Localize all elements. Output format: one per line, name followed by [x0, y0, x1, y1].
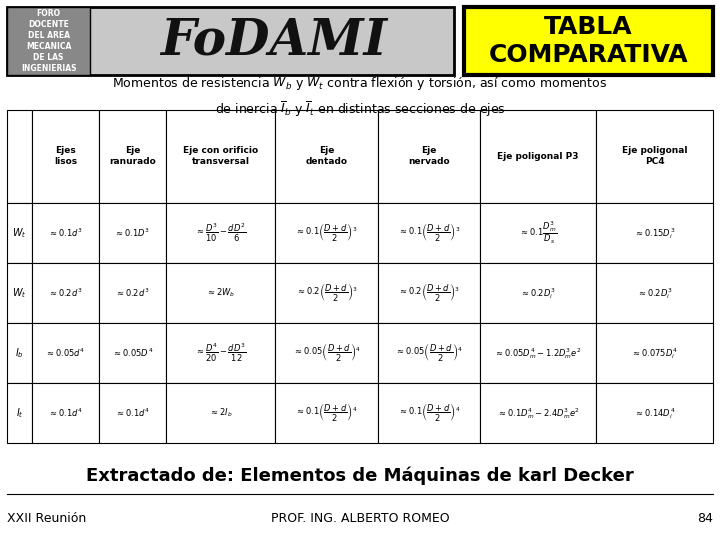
Bar — [7, 203, 32, 263]
Bar — [596, 203, 713, 263]
Text: Momentos de resistencia $\overline{W}_b$ y $\overline{W}_t$ contra flexión y tor: Momentos de resistencia $\overline{W}_b$… — [112, 73, 608, 119]
Text: Eje poligonal P3: Eje poligonal P3 — [498, 152, 579, 161]
Text: $\approx 0.2 D_i^3$: $\approx 0.2 D_i^3$ — [521, 286, 556, 301]
Text: $\approx 0.1d^4$: $\approx 0.1d^4$ — [115, 407, 150, 420]
Bar — [166, 323, 275, 383]
Text: $I_b$: $I_b$ — [15, 346, 24, 360]
Text: FORO
DOCENTE
DEL AREA
MECANICA
DE LAS
INGENIERIAS: FORO DOCENTE DEL AREA MECANICA DE LAS IN… — [21, 9, 76, 73]
FancyBboxPatch shape — [7, 8, 90, 75]
Bar — [166, 203, 275, 263]
Text: $\approx 0.2\left(\dfrac{D+d}{2}\right)^3$: $\approx 0.2\left(\dfrac{D+d}{2}\right)^… — [398, 282, 460, 304]
Bar — [275, 203, 377, 263]
FancyBboxPatch shape — [464, 8, 713, 75]
Bar — [480, 263, 596, 323]
Text: $\approx 0.1\left(\dfrac{D+d}{2}\right)^4$: $\approx 0.1\left(\dfrac{D+d}{2}\right)^… — [295, 402, 358, 424]
Bar — [377, 263, 480, 323]
Text: $\approx 0.1\left(\dfrac{D+d}{2}\right)^4$: $\approx 0.1\left(\dfrac{D+d}{2}\right)^… — [397, 402, 460, 424]
Text: $\approx 0.2 D_i^3$: $\approx 0.2 D_i^3$ — [636, 286, 672, 301]
Text: $\approx 0.1D^3$: $\approx 0.1D^3$ — [114, 227, 150, 239]
Text: $\approx 0.075 D_i^4$: $\approx 0.075 D_i^4$ — [631, 346, 678, 361]
Bar — [166, 110, 275, 203]
Text: Eje poligonal
PC4: Eje poligonal PC4 — [622, 146, 688, 166]
Text: $\approx 0.05D^4$: $\approx 0.05D^4$ — [112, 347, 153, 359]
Bar — [275, 110, 377, 203]
FancyBboxPatch shape — [7, 8, 454, 75]
Bar — [596, 323, 713, 383]
Text: $\approx 0.1\left(\dfrac{D+d}{2}\right)^3$: $\approx 0.1\left(\dfrac{D+d}{2}\right)^… — [397, 222, 460, 244]
Bar — [32, 263, 99, 323]
Text: $\approx \dfrac{D^4}{20} - \dfrac{dD^3}{12}$: $\approx \dfrac{D^4}{20} - \dfrac{dD^3}{… — [195, 342, 246, 364]
Text: TABLA
COMPARATIVA: TABLA COMPARATIVA — [489, 15, 688, 67]
Bar — [7, 263, 32, 323]
Bar — [377, 203, 480, 263]
Text: $\approx \dfrac{D^3}{10} - \dfrac{dD^2}{6}$: $\approx \dfrac{D^3}{10} - \dfrac{dD^2}{… — [195, 222, 246, 244]
Bar — [480, 203, 596, 263]
Text: $W_t$: $W_t$ — [12, 286, 27, 300]
Text: $\approx 0.1D_m^4 - 2.4D_m^3 e^2$: $\approx 0.1D_m^4 - 2.4D_m^3 e^2$ — [497, 406, 580, 421]
Text: Eje
ranurado: Eje ranurado — [109, 146, 156, 166]
Text: $\approx 0.2\left(\dfrac{D+d}{2}\right)^3$: $\approx 0.2\left(\dfrac{D+d}{2}\right)^… — [295, 282, 357, 304]
Text: Eje
dentado: Eje dentado — [305, 146, 348, 166]
Text: Eje con orificio
transversal: Eje con orificio transversal — [183, 146, 258, 166]
Bar — [32, 203, 99, 263]
Bar — [32, 323, 99, 383]
Bar — [99, 203, 166, 263]
Bar — [7, 323, 32, 383]
Text: $\approx 0.2d^3$: $\approx 0.2d^3$ — [48, 287, 83, 299]
Text: $\approx 0.1d^4$: $\approx 0.1d^4$ — [48, 407, 83, 420]
Text: $I_t$: $I_t$ — [16, 406, 24, 420]
Text: $\approx 0.05d^4$: $\approx 0.05d^4$ — [45, 347, 86, 359]
Text: XXII Reunión: XXII Reunión — [7, 512, 86, 525]
Text: $\approx 0.14 D_i^4$: $\approx 0.14 D_i^4$ — [634, 406, 675, 421]
Bar — [99, 383, 166, 443]
Bar — [480, 383, 596, 443]
Bar — [99, 323, 166, 383]
Text: FoDAMI: FoDAMI — [160, 17, 387, 66]
Text: Ejes
lisos: Ejes lisos — [54, 146, 77, 166]
Text: $\approx 0.05\left(\dfrac{D+d}{2}\right)^4$: $\approx 0.05\left(\dfrac{D+d}{2}\right)… — [395, 342, 463, 364]
Bar — [596, 263, 713, 323]
Bar — [7, 110, 32, 203]
Bar — [275, 263, 377, 323]
Bar — [480, 110, 596, 203]
Text: $\approx 0.05D_m^4 - 1.2D_m^3 e^2$: $\approx 0.05D_m^4 - 1.2D_m^3 e^2$ — [495, 346, 582, 361]
Bar — [166, 263, 275, 323]
Bar — [275, 383, 377, 443]
Bar — [166, 383, 275, 443]
Bar — [32, 110, 99, 203]
Bar — [377, 110, 480, 203]
Bar — [377, 323, 480, 383]
Text: PROF. ING. ALBERTO ROMEO: PROF. ING. ALBERTO ROMEO — [271, 512, 449, 525]
Text: Extractado de: Elementos de Máquinas de karl Decker: Extractado de: Elementos de Máquinas de … — [86, 466, 634, 485]
Bar — [596, 383, 713, 443]
Text: $W_t$: $W_t$ — [12, 226, 27, 240]
Text: $\approx 0.2d^3$: $\approx 0.2d^3$ — [115, 287, 150, 299]
Text: $\approx 2I_b$: $\approx 2I_b$ — [209, 407, 233, 420]
Text: $\approx 0.05\left(\dfrac{D+d}{2}\right)^4$: $\approx 0.05\left(\dfrac{D+d}{2}\right)… — [292, 342, 361, 364]
Bar — [99, 110, 166, 203]
Text: $\approx 0.15 D_i^3$: $\approx 0.15 D_i^3$ — [634, 226, 675, 240]
Text: $\approx 2W_b$: $\approx 2W_b$ — [206, 287, 235, 299]
Bar — [480, 323, 596, 383]
Text: Eje
nervado: Eje nervado — [408, 146, 449, 166]
Text: 84: 84 — [697, 512, 713, 525]
Bar — [7, 383, 32, 443]
Text: $\approx 0.1\dfrac{D_m^3}{D_s}$: $\approx 0.1\dfrac{D_m^3}{D_s}$ — [519, 220, 557, 246]
Bar — [99, 263, 166, 323]
Text: $\approx 0.1\left(\dfrac{D+d}{2}\right)^3$: $\approx 0.1\left(\dfrac{D+d}{2}\right)^… — [295, 222, 358, 244]
Bar — [596, 110, 713, 203]
Text: $\approx 0.1d^3$: $\approx 0.1d^3$ — [48, 227, 83, 239]
Bar — [32, 383, 99, 443]
Bar — [275, 323, 377, 383]
Bar — [377, 383, 480, 443]
